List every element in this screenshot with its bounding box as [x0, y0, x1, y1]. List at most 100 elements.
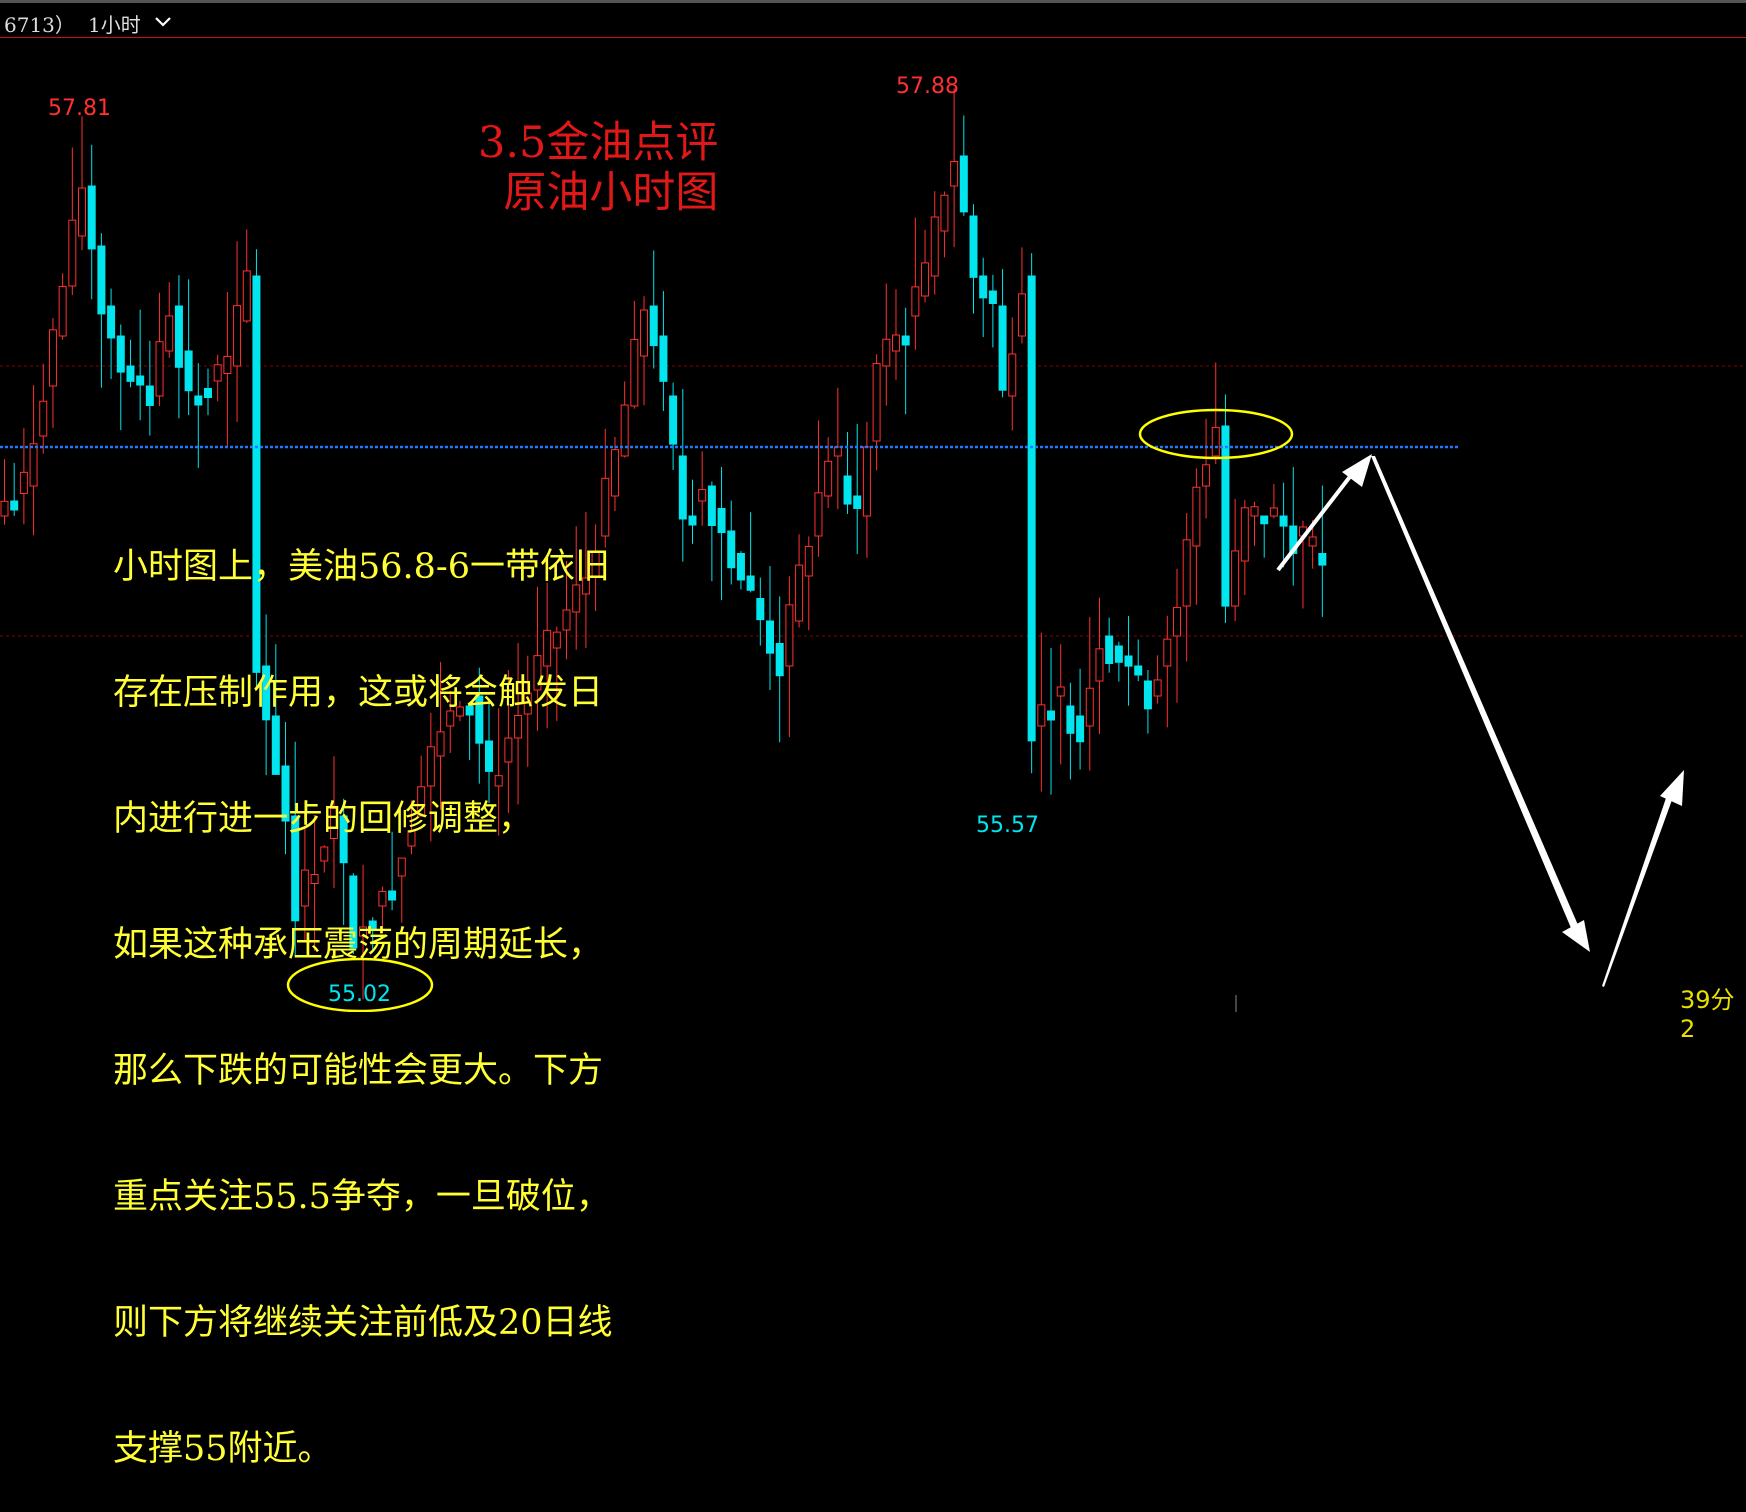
candlestick-chart[interactable] [0, 0, 1746, 1012]
chevron-down-icon[interactable] [154, 16, 172, 28]
candle-down [339, 815, 348, 864]
candle-up [300, 869, 309, 907]
candle-up [494, 775, 503, 787]
candle-up [581, 577, 590, 595]
candle-up [48, 329, 57, 387]
candle-up [1037, 704, 1046, 727]
candle-up [19, 471, 28, 495]
candle-down [678, 455, 687, 520]
candle-up [814, 492, 823, 537]
candle-up [562, 609, 571, 631]
high-label-mid: 57.88 [896, 74, 959, 99]
candle-down [252, 275, 261, 673]
candle-up [426, 746, 435, 787]
note-line: 内进行进一步的回修调整， [113, 799, 534, 839]
candle-down [475, 695, 484, 744]
candle-down [349, 875, 358, 949]
candle-down [775, 643, 784, 677]
candle-up [320, 846, 329, 862]
candle-up [911, 286, 920, 317]
candle-up [58, 285, 67, 337]
candle-up [1056, 686, 1065, 697]
candle-up [514, 714, 523, 739]
candle-up [950, 161, 959, 187]
candle-down [1105, 635, 1114, 665]
note-line: 小时图上，美油56.8-6一带依旧 [113, 547, 611, 587]
candle-down [717, 508, 726, 534]
candle-down [1260, 515, 1269, 525]
candle-up [872, 363, 881, 442]
candle-down [669, 395, 678, 445]
candle-up [1085, 687, 1094, 727]
candle-up [862, 446, 871, 517]
candle-down [184, 350, 193, 392]
candle-down [998, 305, 1007, 391]
candle-down [766, 620, 775, 654]
candle-up [824, 460, 833, 497]
candle-down [262, 665, 271, 721]
note-line: 重点关注55.5争夺，一旦破位， [113, 1177, 611, 1217]
candle-up [1240, 507, 1249, 562]
candle-down [1114, 645, 1123, 663]
candle-down [843, 475, 852, 505]
candle-down [388, 890, 397, 901]
candle-up [601, 477, 610, 537]
candle-up [572, 584, 581, 613]
candle-down [649, 305, 658, 347]
candle-down [979, 275, 988, 299]
candle-up [1308, 536, 1317, 547]
low-marker-ellipse [286, 957, 434, 1012]
period-selector[interactable]: 1小时 [88, 13, 141, 37]
candle-down [1066, 705, 1075, 734]
candle-up [165, 315, 174, 352]
candle-up [620, 404, 629, 457]
candle-down [1221, 425, 1230, 607]
note-line: 则下方将继续关注前低及20日线 [113, 1303, 613, 1343]
candle-up [359, 926, 368, 937]
candle-down [87, 185, 96, 250]
candle-down [281, 765, 290, 822]
candle-up [446, 710, 455, 727]
candle-up [1163, 638, 1172, 667]
candle-down [291, 815, 300, 922]
candle-down [97, 245, 106, 315]
candle-down [659, 335, 668, 382]
candle-down [756, 598, 765, 621]
candle-up [1172, 606, 1181, 637]
up-arrow-shaft [1276, 472, 1354, 572]
candle-up [940, 194, 949, 232]
low-label-mid: 55.57 [976, 813, 1039, 838]
candle-down [727, 530, 736, 569]
note-line: 支撑55附近。 [113, 1429, 333, 1469]
candle-down [194, 395, 203, 406]
candle-up [455, 706, 464, 717]
candle-down [116, 335, 125, 373]
down-arrow-shaft [1371, 456, 1578, 928]
candle-up [698, 489, 707, 502]
candle-up [882, 338, 891, 367]
candle-up [891, 334, 900, 352]
candle-up [523, 692, 532, 715]
chart-header: 6713） 1小时 [0, 0, 1746, 38]
candle-down [988, 290, 997, 305]
candle-down [736, 553, 745, 581]
resistance-marker-ellipse [1138, 408, 1294, 460]
candle-down [368, 920, 377, 931]
candle-down [1143, 680, 1152, 710]
candle-up [1211, 426, 1220, 457]
note-line: 如果这种承压震荡的周期延长， [113, 925, 604, 965]
candle-up [504, 737, 513, 763]
candle-up [785, 604, 794, 667]
candle-down [969, 215, 978, 278]
candle-up [1231, 550, 1240, 607]
candle-up [610, 449, 619, 497]
candle-down [688, 515, 697, 526]
candle-up [552, 631, 561, 649]
analysis-note: 小时图上，美油56.8-6一带依旧 存在压制作用，这或将会触发日 内进行进一步的… [113, 462, 613, 1512]
candle-down [107, 305, 116, 339]
candle-down [1279, 515, 1288, 527]
candle-down [853, 495, 862, 509]
candle-up [1095, 648, 1104, 682]
high-label-left: 57.81 [48, 96, 111, 121]
candle-up [68, 219, 77, 287]
